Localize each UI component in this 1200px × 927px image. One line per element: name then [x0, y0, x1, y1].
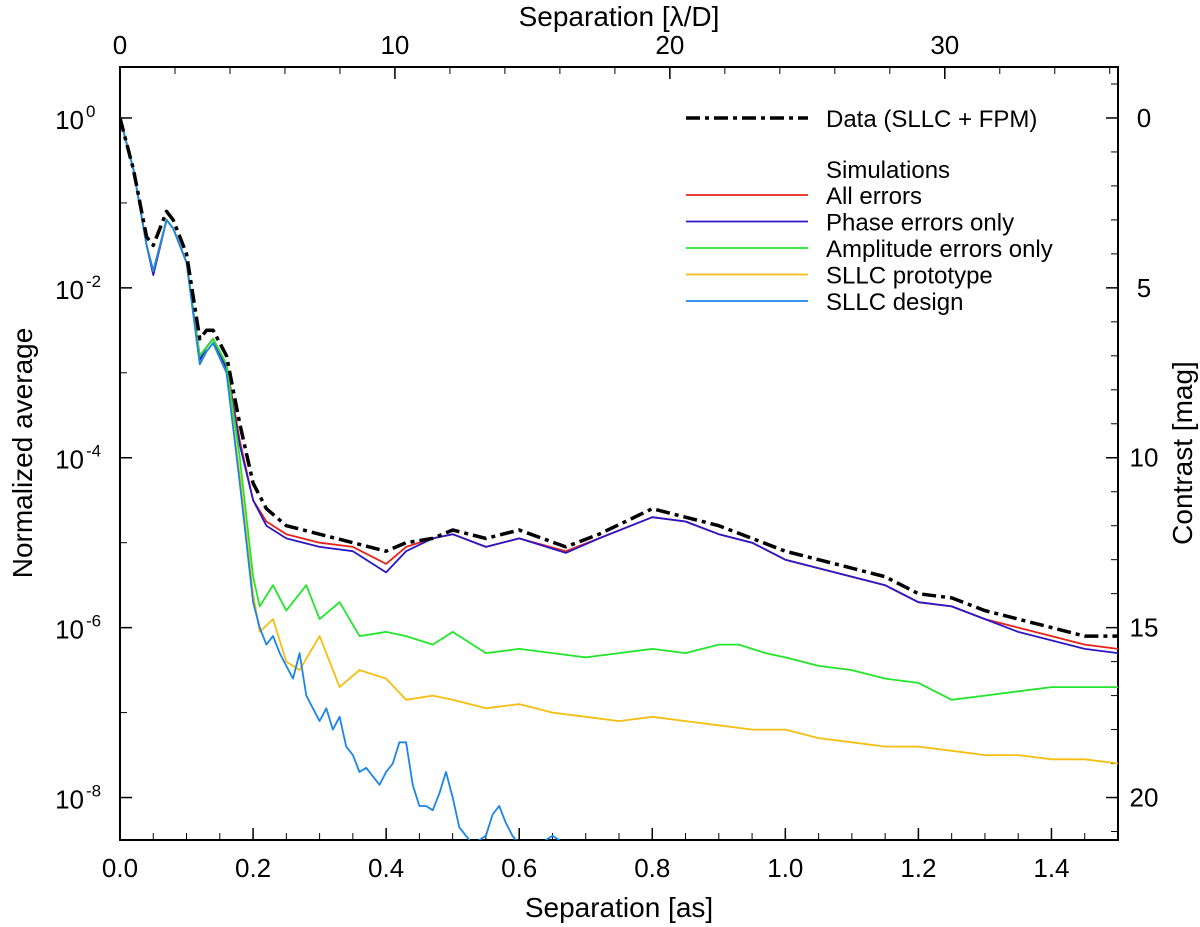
x-tick-label: 0.2: [235, 853, 271, 883]
x-tick-label: 0.4: [368, 853, 404, 883]
y2-tick-label: 20: [1130, 783, 1159, 813]
legend-label: Data (SLLC + FPM): [826, 106, 1037, 133]
y-tick-label: 10: [55, 785, 84, 815]
x-tick-label: 1.0: [767, 853, 803, 883]
x2-tick-label: 10: [380, 30, 409, 60]
legend-label: All errors: [826, 183, 922, 210]
x2-tick-label: 30: [930, 30, 959, 60]
y-tick-label: 10: [55, 105, 84, 135]
x2-axis-title: Separation [λ/D]: [519, 1, 720, 32]
y2-tick-label: 15: [1130, 613, 1159, 643]
x-tick-label: 1.4: [1033, 853, 1069, 883]
y2-tick-label: 0: [1137, 103, 1151, 133]
y-tick-exponent: -2: [86, 272, 101, 291]
plot-frame: [119, 66, 1119, 841]
x-tick-label: 0.8: [634, 853, 670, 883]
y-tick-label: 10: [55, 275, 84, 305]
series-line: [120, 117, 1118, 650]
y-tick-exponent: -4: [86, 442, 101, 461]
x2-tick-label: 20: [655, 30, 684, 60]
y2-tick-label: 10: [1130, 443, 1159, 473]
series-layer: [120, 117, 1118, 840]
y2-axis-title: Contrast [mag]: [1167, 361, 1198, 545]
legend-label: SLLC prototype: [826, 263, 993, 290]
x-tick-label: 0.0: [102, 853, 138, 883]
x-tick-label: 1.2: [900, 853, 936, 883]
y-tick-label: 10: [55, 615, 84, 645]
y-axis-title: Normalized average: [7, 328, 38, 579]
y2-tick-label: 5: [1137, 273, 1151, 303]
x-tick-label: 0.6: [501, 853, 537, 883]
series-line: [120, 117, 561, 840]
x2-tick-label: 0: [113, 30, 127, 60]
y-tick-exponent: -8: [86, 782, 101, 801]
legend-label: SLLC design: [826, 289, 963, 316]
y-tick-exponent: 0: [86, 102, 95, 121]
y-tick-exponent: -6: [86, 612, 101, 631]
legend-heading: Simulations: [826, 157, 950, 184]
series-line: [120, 117, 1118, 654]
series-line: [120, 117, 1118, 638]
series-line: [120, 117, 1118, 701]
legend-label: Phase errors only: [826, 210, 1014, 237]
legend-label: Amplitude errors only: [826, 236, 1053, 263]
x-axis-title: Separation [as]: [525, 892, 713, 923]
y-tick-label: 10: [55, 445, 84, 475]
